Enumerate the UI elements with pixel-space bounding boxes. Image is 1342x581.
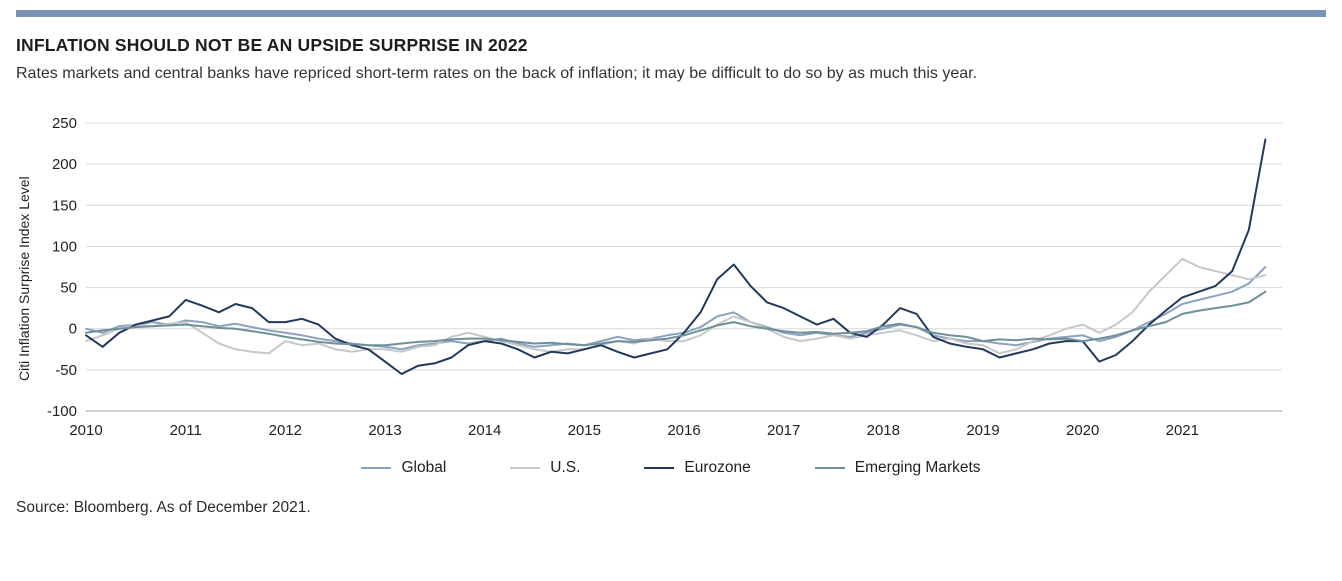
legend-item-emerging-markets: Emerging Markets (814, 459, 981, 477)
legend-label: Global (401, 459, 447, 476)
svg-text:100: 100 (52, 238, 77, 255)
svg-text:2010: 2010 (69, 422, 102, 439)
svg-text:2011: 2011 (170, 422, 202, 439)
legend-swatch (644, 466, 675, 470)
source-note: Source: Bloomberg. As of December 2021. (16, 499, 311, 516)
top-accent-bar (16, 10, 1326, 17)
svg-text:2021: 2021 (1166, 422, 1199, 439)
legend-label: U.S. (550, 459, 581, 476)
svg-text:2019: 2019 (966, 422, 999, 439)
svg-text:50: 50 (60, 280, 77, 297)
legend-item-global: Global (361, 459, 446, 477)
svg-text:2017: 2017 (767, 422, 800, 439)
legend-swatch (361, 466, 392, 470)
legend-label: Eurozone (684, 459, 751, 476)
svg-text:2012: 2012 (269, 422, 302, 439)
svg-text:0: 0 (69, 321, 77, 338)
svg-text:250: 250 (52, 115, 77, 132)
legend-item-eurozone: Eurozone (644, 459, 751, 477)
chart-canvas: 250 200 150 100 50 0 -50 -100 2010 2011 2012 2013 20… (47, 115, 1282, 439)
line-chart: Citi Inflation Surprise Index Level 250 2… (16, 109, 1326, 449)
svg-text:2018: 2018 (867, 422, 900, 439)
page-title: INFLATION SHOULD NOT BE AN UPSIDE SURPRI… (16, 35, 528, 55)
svg-text:-100: -100 (47, 403, 77, 420)
svg-text:2013: 2013 (368, 422, 401, 439)
svg-text:2020: 2020 (1066, 422, 1099, 439)
svg-text:2015: 2015 (568, 422, 601, 439)
svg-text:150: 150 (52, 197, 77, 214)
y-axis-label: Citi Inflation Surprise Index Level (16, 176, 32, 382)
legend-swatch (814, 466, 845, 470)
svg-text:2014: 2014 (468, 422, 501, 439)
legend-item-u-s: U.S. (510, 459, 580, 477)
svg-text:200: 200 (52, 156, 77, 173)
svg-text:2016: 2016 (667, 422, 700, 439)
legend-swatch (510, 466, 541, 470)
svg-text:-50: -50 (55, 362, 77, 379)
legend-label: Emerging Markets (854, 459, 981, 476)
chart-legend: Global U.S. Eurozone Emerging Markets (16, 459, 1326, 477)
page-subtitle: Rates markets and central banks have rep… (16, 65, 978, 82)
